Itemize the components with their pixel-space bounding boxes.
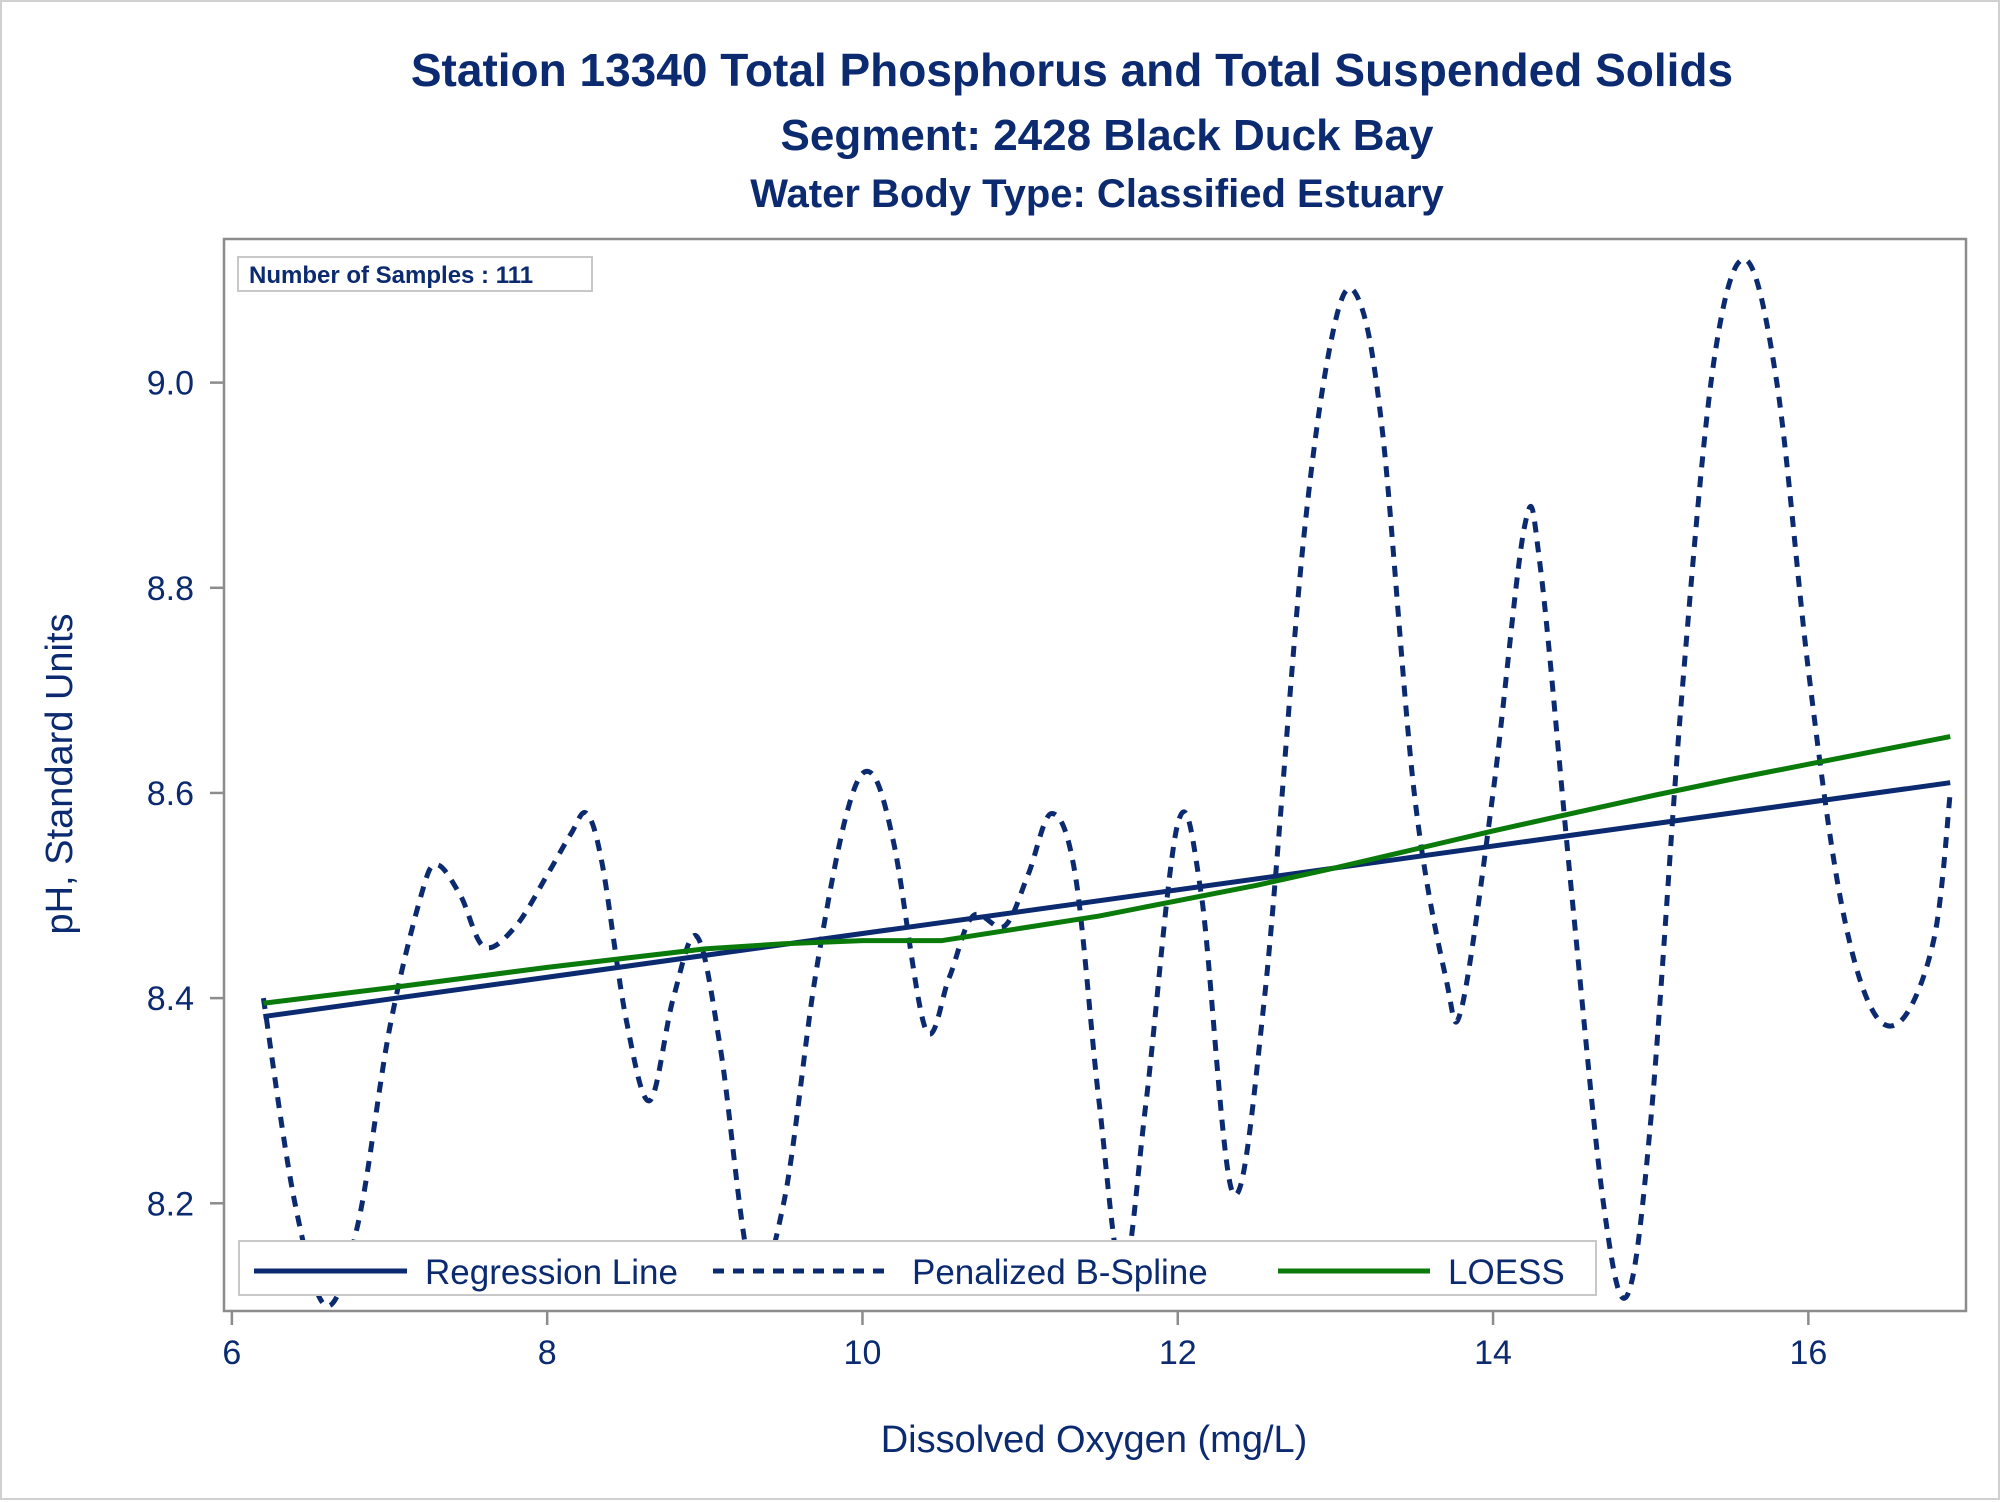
legend-label-regression: Regression Line <box>425 1253 678 1292</box>
x-tick-label: 16 <box>1789 1334 1827 1372</box>
sample-count-label: Number of Samples : 111 <box>249 262 533 289</box>
series-layer <box>260 257 1953 1309</box>
y-tick-label: 8.8 <box>147 570 194 608</box>
chart-subtitle: Segment: 2428 Black Duck Bay <box>781 111 1435 160</box>
y-axis-label: pH, Standard Units <box>39 613 81 934</box>
x-tick-label: 10 <box>844 1334 882 1372</box>
legend-label-loess: LOESS <box>1448 1253 1565 1292</box>
x-axis-label: Dissolved Oxygen (mg/L) <box>881 1419 1308 1461</box>
plot-area <box>222 237 1968 1313</box>
series-loess-line <box>263 734 1951 1006</box>
y-tick-label: 8.4 <box>147 980 194 1018</box>
chart-subtitle-2: Water Body Type: Classified Estuary <box>750 172 1444 216</box>
x-tick-label: 6 <box>222 1334 241 1372</box>
y-tick-label: 8.2 <box>147 1185 194 1223</box>
x-tick-label: 12 <box>1159 1334 1197 1372</box>
x-tick-label: 8 <box>538 1334 557 1372</box>
y-axis: 8.2 8.4 8.6 8.8 9.0 <box>147 365 224 1223</box>
y-tick-label: 8.6 <box>147 775 194 813</box>
x-tick-label: 14 <box>1474 1334 1512 1372</box>
legend-label-spline: Penalized B-Spline <box>912 1253 1208 1292</box>
legend-box <box>238 1240 1597 1296</box>
sample-count-box <box>237 256 593 292</box>
x-axis: 6 8 10 12 14 16 <box>222 1311 1827 1372</box>
series-spline-line <box>260 257 1953 1309</box>
series-regression-line <box>263 780 1951 1020</box>
chart-title: Station 13340 Total Phosphorus and Total… <box>411 44 1733 96</box>
y-tick-label: 9.0 <box>147 365 194 403</box>
legend: Regression Line Penalized B-Spline LOESS <box>238 1240 1597 1296</box>
